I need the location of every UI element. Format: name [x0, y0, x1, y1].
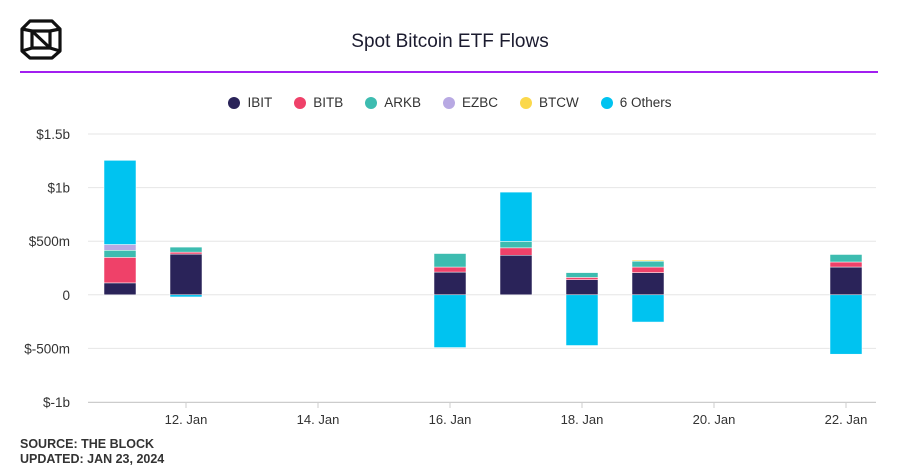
bar-6-others [169, 294, 203, 298]
bar-ibit [103, 282, 137, 296]
bar-bitb [499, 247, 533, 256]
legend-label: BTCW [539, 95, 579, 110]
updated-text: UPDATED: JAN 23, 2024 [20, 452, 165, 466]
source-note: SOURCE: THE BLOCK UPDATED: JAN 23, 2024 [20, 437, 164, 467]
legend-item[interactable]: BTCW [520, 95, 579, 110]
legend-marker [294, 96, 307, 109]
legend-marker [443, 96, 455, 109]
bar-bitb [103, 257, 137, 284]
chart-title: Spot Bitcoin ETF Flows [351, 31, 549, 52]
bar-6-others [631, 294, 665, 323]
bar-arkb [565, 272, 599, 278]
y-tick-label: $1.5b [36, 127, 70, 142]
bar-ibit [169, 253, 203, 296]
bar-6-others [565, 294, 599, 346]
legend-label: BITB [313, 95, 344, 110]
y-tick-label: 0 [62, 288, 70, 303]
bar-ibit [499, 254, 533, 296]
legend-item[interactable]: ARKB [365, 95, 421, 110]
bar-ibit [829, 266, 863, 296]
y-tick-label: $-500m [24, 341, 70, 356]
legend-item[interactable]: IBIT [228, 95, 272, 110]
x-tick-label: 14. Jan [297, 412, 340, 427]
source-text: SOURCE: THE BLOCK [20, 437, 155, 451]
bar-bitb [631, 266, 665, 273]
bar-arkb [631, 260, 665, 268]
legend-item[interactable]: EZBC [443, 95, 498, 110]
bar-ibit [631, 272, 665, 296]
legend-marker [228, 96, 241, 109]
bar-ibit [565, 279, 599, 296]
x-tick-label: 18. Jan [561, 412, 604, 427]
x-tick-label: 20. Jan [693, 412, 736, 427]
legend-marker [520, 96, 533, 109]
legend-marker [365, 96, 378, 109]
legend-label: EZBC [462, 95, 499, 110]
y-tick-label: $500m [29, 234, 70, 249]
legend-marker [600, 96, 613, 109]
bar-6-others [829, 294, 863, 355]
y-tick-label: $1b [47, 181, 70, 196]
bar-ibit [433, 271, 467, 296]
x-tick-label: 16. Jan [429, 412, 472, 427]
legend-label: IBIT [247, 95, 273, 110]
bar-arkb [829, 254, 863, 263]
bar-arkb [169, 246, 203, 253]
bar-6-others [499, 191, 533, 242]
bar-arkb [433, 253, 467, 268]
bar-arkb [103, 250, 137, 258]
legend-label: 6 Others [619, 95, 672, 110]
legend-label: ARKB [384, 95, 421, 110]
bar-6-others [103, 160, 137, 245]
legend: IBIT BITB ARKB EZBC BTCW 6 Others [0, 95, 900, 110]
bar-bitb [829, 261, 863, 268]
title-divider [20, 71, 878, 73]
bar-btcw [631, 259, 665, 262]
bar-bitb [433, 266, 467, 273]
bar-bitb [565, 277, 599, 280]
bar-arkb [499, 241, 533, 249]
bar-6-others [433, 294, 467, 348]
x-tick-label: 12. Jan [165, 412, 208, 427]
x-tick-label: 22. Jan [825, 412, 868, 427]
legend-item[interactable]: BITB [294, 95, 343, 110]
y-tick-label: $-1b [43, 395, 70, 410]
legend-item[interactable]: 6 Others [600, 95, 672, 110]
bar-bitb [169, 251, 203, 255]
the-block-logo [20, 19, 62, 60]
bar-ezbc [103, 244, 137, 251]
